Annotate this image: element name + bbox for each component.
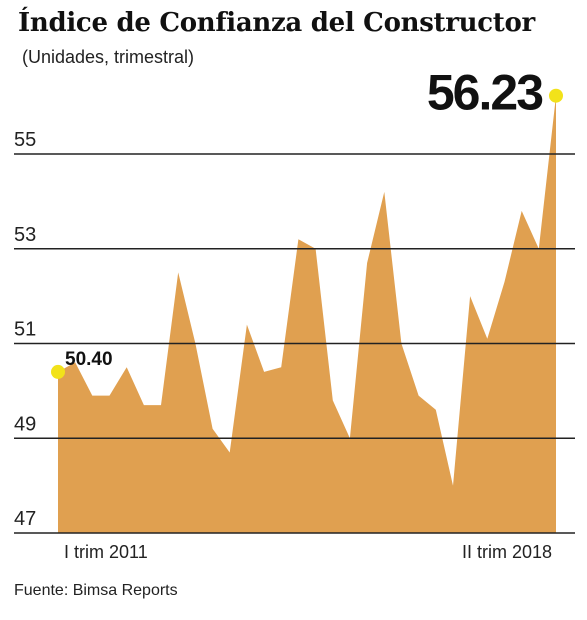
y-tick-label: 47 [14, 508, 36, 530]
area-series [58, 95, 556, 533]
area-fill [58, 95, 556, 533]
source-note: Fuente: Bimsa Reports [14, 582, 178, 599]
data-label-start: 50.40 [65, 349, 113, 370]
chart-title: Índice de Confianza del Constructor [18, 8, 535, 38]
y-tick-label: 51 [14, 319, 36, 341]
chart-subtitle: (Unidades, trimestral) [22, 47, 195, 67]
y-tick-label: 55 [14, 129, 36, 151]
data-label-end: 56.23 [427, 65, 542, 121]
x-tick-label-last: II trim 2018 [462, 542, 552, 562]
y-tick-label: 53 [14, 224, 36, 246]
highlight-point [51, 364, 65, 379]
highlight-point [549, 88, 563, 103]
data-labels: 50.40 56.23 [51, 65, 563, 379]
y-tick-label: 49 [14, 413, 36, 435]
x-tick-label-first: I trim 2011 [64, 542, 148, 562]
axis-ticks: 47 49 51 53 55 I trim 2011 II trim 2018 [14, 129, 552, 562]
gridlines [14, 153, 575, 534]
